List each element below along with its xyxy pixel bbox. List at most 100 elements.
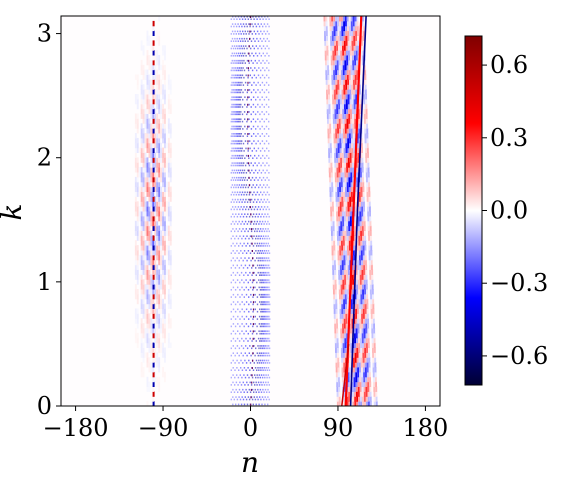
heat-cell <box>358 357 361 363</box>
heat-cell <box>138 206 141 212</box>
heat-cell <box>134 240 137 246</box>
heat-cell <box>237 315 239 318</box>
heat-cell <box>144 284 147 290</box>
heat-cell <box>146 225 149 231</box>
heat-cell <box>162 84 164 90</box>
heat-cell <box>259 150 262 152</box>
heat-cell <box>267 359 270 362</box>
heat-cell <box>148 215 151 222</box>
heat-cell <box>357 157 360 163</box>
heat-cell <box>347 308 350 314</box>
heat-cell <box>154 293 157 300</box>
heat-cell <box>160 133 162 139</box>
heat-cell <box>236 201 238 203</box>
heat-cell <box>237 384 239 386</box>
heat-cell <box>164 308 166 314</box>
heat-cell <box>332 98 335 105</box>
heat-cell <box>330 220 333 227</box>
heat-cell <box>146 289 149 295</box>
heat-cell <box>234 30 236 33</box>
heat-cell <box>338 220 341 227</box>
heat-cell <box>342 274 345 280</box>
heat-cell <box>352 167 354 173</box>
heat-cell <box>142 181 145 188</box>
heat-cell <box>156 328 159 334</box>
heat-cell <box>258 223 260 225</box>
heat-cell <box>353 386 356 392</box>
heat-cell <box>148 128 151 134</box>
heat-cell <box>154 142 157 149</box>
heat-cell <box>234 274 237 276</box>
heat-cell <box>373 337 376 344</box>
heat-cell <box>164 69 166 75</box>
heat-cell <box>265 398 268 401</box>
heat-cell <box>140 108 143 114</box>
heat-cell <box>244 140 247 142</box>
heat-cell <box>362 289 364 295</box>
heat-cell <box>140 332 143 339</box>
heat-cell <box>257 354 259 357</box>
heat-cell <box>368 240 371 246</box>
heat-cell <box>347 201 350 207</box>
heat-cell <box>331 69 334 75</box>
heat-cell <box>142 137 145 144</box>
heat-cell <box>242 164 244 167</box>
heat-cell <box>341 264 344 270</box>
heat-cell <box>261 81 264 84</box>
heat-cell <box>346 16 349 22</box>
heat-cell <box>355 367 358 373</box>
heat-cell <box>154 162 157 168</box>
heat-cell <box>338 157 340 163</box>
heat-cell <box>138 254 141 261</box>
heat-cell <box>158 337 161 344</box>
heat-cell <box>236 81 238 84</box>
heat-cell <box>259 37 262 40</box>
heat-cell <box>242 252 244 254</box>
heat-cell <box>249 23 251 26</box>
x-axis-label: n <box>241 446 259 479</box>
heat-cell <box>332 118 335 124</box>
heat-cell <box>259 367 261 369</box>
heat-cell <box>237 376 240 379</box>
heat-cell <box>156 215 159 222</box>
heat-cell <box>331 20 334 27</box>
heat-cell <box>367 381 370 387</box>
heat-cell <box>246 98 248 101</box>
plot-background <box>61 16 440 406</box>
heat-cell <box>150 191 153 197</box>
heat-cell <box>355 371 358 378</box>
heat-cell <box>154 79 157 85</box>
heat-cell <box>350 332 352 339</box>
heat-cell <box>246 259 248 262</box>
heat-cell <box>351 201 354 207</box>
heat-cell <box>239 52 242 55</box>
heat-cell <box>268 279 270 281</box>
heat-cell <box>152 298 155 305</box>
heat-cell <box>162 367 164 373</box>
heat-cell <box>265 18 267 20</box>
heat-cell <box>247 111 249 114</box>
heat-cell <box>356 69 359 75</box>
heat-cell <box>351 147 354 153</box>
heat-cell <box>349 137 351 144</box>
heat-cell <box>336 157 339 163</box>
heat-cell <box>232 91 234 94</box>
heat-cell <box>349 201 352 207</box>
heat-cell <box>134 274 137 280</box>
heat-cell <box>353 137 355 144</box>
heat-cell <box>162 289 164 295</box>
heat-cell <box>144 98 147 105</box>
heat-cell <box>140 220 143 227</box>
heat-cell <box>257 345 259 347</box>
heat-cell <box>238 274 241 276</box>
heat-cell <box>363 371 365 378</box>
heat-cell <box>230 376 232 379</box>
heat-cell <box>252 111 255 113</box>
heat-cell <box>261 384 263 386</box>
heat-cell <box>336 225 339 231</box>
heat-cell <box>167 274 170 280</box>
heat-cell <box>140 137 143 144</box>
heat-cell <box>252 352 254 355</box>
heat-cell <box>231 37 234 40</box>
heat-cell <box>255 391 257 393</box>
